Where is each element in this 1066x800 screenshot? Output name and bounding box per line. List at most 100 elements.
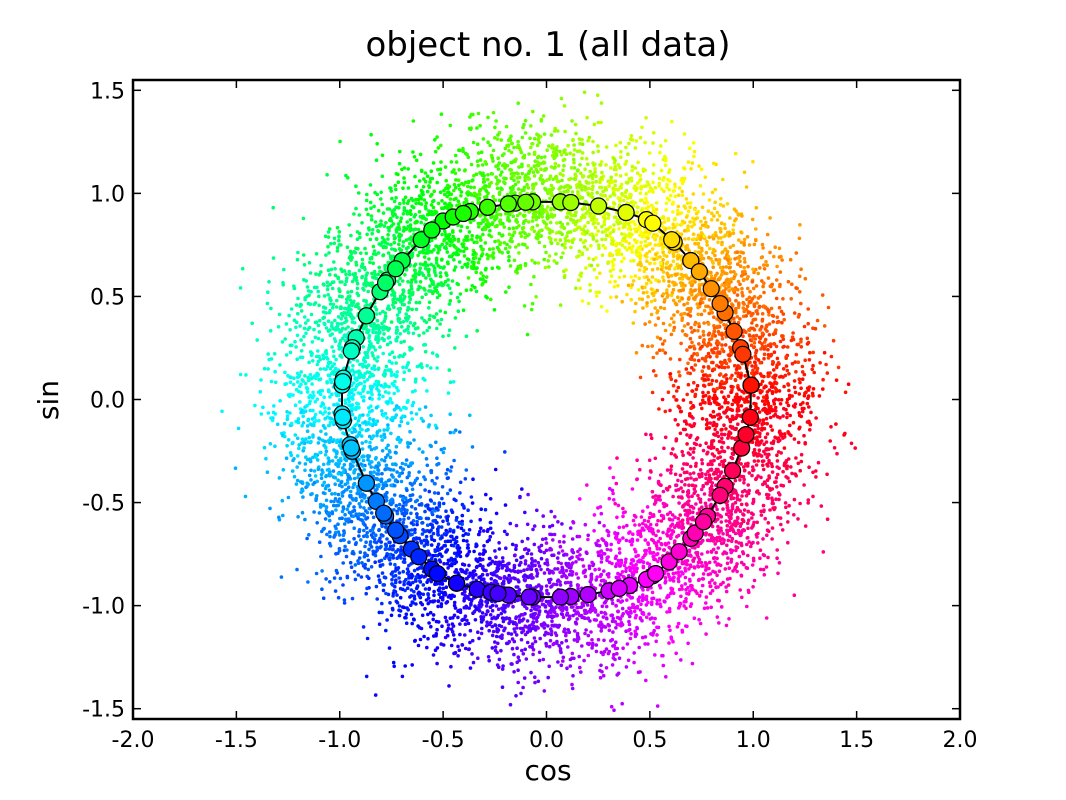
scatter-point	[358, 550, 363, 554]
scatter-point	[647, 612, 651, 616]
scatter-point	[397, 604, 402, 608]
scatter-point	[651, 163, 656, 167]
scatter-point	[638, 191, 643, 195]
scatter-point	[732, 270, 736, 274]
scatter-point	[506, 250, 510, 254]
scatter-point	[284, 353, 289, 357]
scatter-point	[709, 467, 714, 472]
scatter-point	[637, 523, 642, 527]
scatter-point	[645, 180, 650, 184]
scatter-point	[669, 471, 673, 475]
scatter-point	[667, 485, 672, 489]
scatter-point	[392, 199, 397, 204]
scatter-point	[719, 221, 724, 225]
scatter-point	[594, 578, 598, 582]
scatter-point	[684, 606, 688, 611]
scatter-point	[613, 279, 617, 284]
scatter-point	[500, 556, 505, 560]
scatter-point	[514, 558, 519, 563]
scatter-point	[495, 574, 499, 578]
scatter-point	[349, 409, 354, 413]
scatter-point	[664, 266, 669, 270]
scatter-point	[686, 361, 690, 366]
scatter-point	[697, 342, 701, 346]
scatter-point	[456, 654, 460, 658]
scatter-point	[653, 616, 657, 621]
scatter-point	[509, 191, 514, 195]
scatter-point	[747, 540, 751, 544]
scatter-point	[752, 341, 757, 345]
scatter-point	[693, 280, 697, 284]
scatter-point	[478, 552, 482, 556]
scatter-point	[651, 171, 656, 176]
scatter-point	[754, 333, 759, 338]
scatter-point	[601, 243, 605, 248]
scatter-point	[715, 447, 719, 452]
scatter-point	[380, 601, 384, 606]
scatter-point	[789, 433, 793, 438]
scatter-point	[423, 477, 428, 482]
scatter-point	[334, 526, 338, 531]
scatter-point	[329, 499, 333, 504]
scatter-point	[516, 187, 521, 191]
scatter-point	[379, 197, 383, 201]
scatter-point	[496, 156, 501, 160]
scatter-point	[671, 222, 675, 227]
scatter-point	[741, 251, 745, 255]
scatter-point	[253, 403, 257, 408]
scatter-point	[599, 511, 604, 516]
scatter-point	[680, 449, 684, 454]
scatter-point	[480, 626, 484, 631]
scatter-point	[494, 175, 498, 179]
scatter-point	[507, 232, 512, 237]
scatter-point	[802, 433, 806, 438]
scatter-point	[381, 583, 386, 587]
scatter-point	[645, 505, 650, 509]
scatter-point	[428, 194, 433, 198]
scatter-point	[674, 389, 679, 393]
scatter-point	[680, 219, 685, 224]
scatter-point	[523, 178, 527, 183]
scatter-point	[756, 531, 760, 536]
scatter-point	[555, 556, 560, 560]
scatter-point	[786, 430, 790, 434]
scatter-point	[464, 468, 469, 472]
scatter-point	[726, 394, 731, 399]
scatter-point	[635, 458, 639, 463]
scatter-point	[628, 614, 632, 619]
scatter-point	[381, 351, 386, 356]
scatter-point	[608, 280, 612, 284]
scatter-point	[402, 370, 407, 375]
scatter-point	[722, 432, 727, 437]
scatter-point	[613, 535, 618, 540]
scatter-point	[344, 554, 349, 559]
scatter-point	[319, 263, 323, 268]
scatter-point	[332, 260, 336, 264]
scatter-point	[480, 611, 485, 615]
scatter-point	[468, 413, 472, 418]
scatter-point	[434, 619, 439, 624]
scatter-point	[539, 167, 543, 171]
scatter-point	[715, 615, 720, 619]
scatter-point	[406, 516, 411, 520]
scatter-point	[786, 279, 791, 284]
scatter-point	[289, 307, 294, 311]
scatter-point	[715, 573, 719, 577]
scatter-point	[340, 322, 344, 326]
scatter-point	[464, 288, 469, 293]
scatter-point	[700, 458, 704, 462]
scatter-point	[493, 645, 498, 649]
scatter-point	[577, 557, 581, 561]
scatter-point	[506, 631, 511, 636]
scatter-point	[414, 412, 419, 416]
scatter-point	[750, 516, 754, 520]
scatter-point	[418, 262, 423, 266]
scatter-point	[646, 344, 650, 349]
scatter-point	[684, 197, 689, 201]
scatter-point	[255, 338, 259, 342]
scatter-point	[600, 237, 604, 242]
scatter-point	[665, 185, 669, 190]
scatter-point	[582, 90, 587, 95]
scatter-point	[625, 598, 629, 602]
scatter-point	[647, 458, 652, 463]
